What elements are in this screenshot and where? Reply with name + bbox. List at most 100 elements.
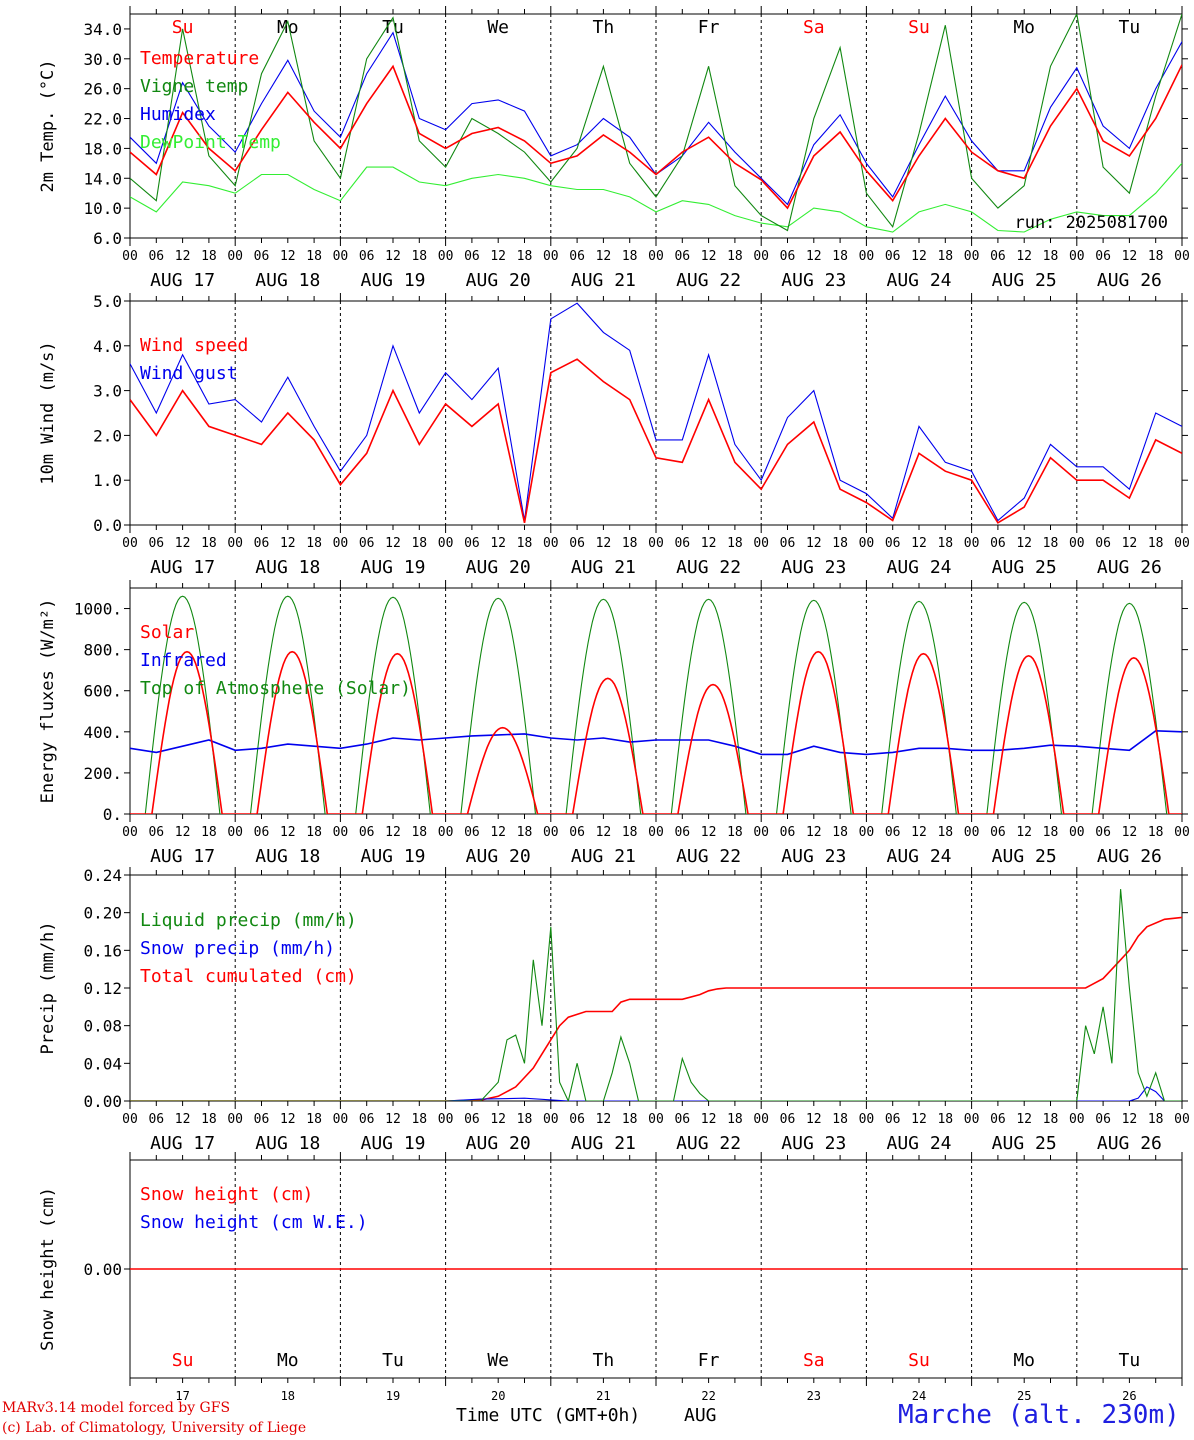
hour-tick-label: 06 <box>990 536 1006 551</box>
hour-tick-label: 06 <box>569 249 585 264</box>
series-line-1 <box>130 358 1182 524</box>
hour-tick-label: 12 <box>1016 536 1032 551</box>
hour-tick-label: 06 <box>254 825 270 840</box>
hour-tick-label: 06 <box>885 825 901 840</box>
hour-tick-label: 06 <box>148 536 164 551</box>
series-line-1 <box>130 889 1182 1101</box>
date-label: AUG 21 <box>571 270 636 291</box>
date-label: AUG 19 <box>360 557 425 578</box>
date-label: AUG 18 <box>255 557 320 578</box>
day-number-label: 25 <box>1017 1389 1031 1403</box>
hour-tick-label: 12 <box>911 249 927 264</box>
date-label: AUG 23 <box>781 1133 846 1154</box>
hour-tick-label: 12 <box>1016 249 1032 264</box>
hour-tick-label: 00 <box>648 1112 664 1127</box>
y-axis-title: 2m Temp. (°C) <box>38 59 58 192</box>
series-line-2 <box>130 302 1182 522</box>
hour-tick-label: 00 <box>333 825 349 840</box>
hour-tick-label: 12 <box>1122 249 1138 264</box>
credit-line-2: (c) Lab. of Climatology, University of L… <box>2 1420 307 1436</box>
solar-legend: Solar <box>140 622 194 643</box>
hour-tick-label: 06 <box>359 536 375 551</box>
date-label: AUG 18 <box>255 1133 320 1154</box>
hour-tick-label: 06 <box>990 1112 1006 1127</box>
snow-height-legend: Snow height (cm) <box>140 1184 313 1205</box>
weekday-label: Tu <box>1119 17 1141 38</box>
date-label: AUG 21 <box>571 1133 636 1154</box>
hour-tick-label: 12 <box>1122 536 1138 551</box>
hour-tick-label: 00 <box>1174 825 1190 840</box>
hour-tick-label: 12 <box>385 536 401 551</box>
date-label: AUG 26 <box>1097 846 1162 867</box>
date-label: AUG 26 <box>1097 270 1162 291</box>
hour-tick-label: 18 <box>201 1112 217 1127</box>
hour-tick-label: 00 <box>438 249 454 264</box>
series-group <box>130 889 1182 1101</box>
hour-tick-label: 12 <box>806 1112 822 1127</box>
hour-tick-label: 18 <box>306 1112 322 1127</box>
day-number-label: 17 <box>175 1389 189 1403</box>
hour-tick-label: 12 <box>806 536 822 551</box>
hour-tick-label: 06 <box>990 249 1006 264</box>
date-label: AUG 25 <box>992 270 1057 291</box>
weekday-label: Sa <box>803 17 825 38</box>
hour-tick-label: 18 <box>937 249 953 264</box>
hour-tick-label: 18 <box>727 249 743 264</box>
hour-tick-label: 12 <box>596 249 612 264</box>
hour-tick-label: 06 <box>885 249 901 264</box>
hour-tick-label: 18 <box>937 536 953 551</box>
weekday-label: Su <box>908 1350 930 1371</box>
hour-tick-label: 06 <box>885 1112 901 1127</box>
weekday-label: We <box>487 1350 509 1371</box>
hour-tick-label: 18 <box>201 249 217 264</box>
weekday-label: Mo <box>1013 1350 1035 1371</box>
dewpoint-legend: DewPoint Temp <box>140 132 281 153</box>
y-tick-label: 0.00 <box>83 1260 122 1279</box>
day-number-label: 24 <box>912 1389 926 1403</box>
hour-tick-label: 06 <box>674 536 690 551</box>
hour-tick-label: 12 <box>280 825 296 840</box>
hour-tick-label: 18 <box>306 825 322 840</box>
day-number-label: 26 <box>1122 1389 1136 1403</box>
hour-tick-label: 18 <box>306 249 322 264</box>
hour-tick-label: 06 <box>148 825 164 840</box>
hour-tick-label: 06 <box>254 536 270 551</box>
hour-tick-label: 12 <box>701 536 717 551</box>
series-group <box>130 14 1182 233</box>
hour-tick-label: 12 <box>175 825 191 840</box>
date-label: AUG 24 <box>886 270 951 291</box>
hour-tick-label: 06 <box>1095 536 1111 551</box>
weekday-label: Fr <box>698 17 720 38</box>
hour-tick-label: 00 <box>543 249 559 264</box>
hour-tick-label: 18 <box>832 1112 848 1127</box>
series-group <box>130 302 1182 524</box>
hour-tick-label: 18 <box>411 1112 427 1127</box>
station-label: Marche (alt. 230m) <box>898 1400 1180 1430</box>
date-label: AUG 21 <box>571 846 636 867</box>
day-number-label: 20 <box>491 1389 505 1403</box>
hour-tick-label: 18 <box>832 249 848 264</box>
hour-tick-label: 00 <box>543 825 559 840</box>
date-label: AUG 18 <box>255 846 320 867</box>
hour-tick-label: 12 <box>385 825 401 840</box>
y-tick-label: 0.08 <box>83 1017 122 1036</box>
hour-tick-label: 00 <box>543 536 559 551</box>
hour-tick-label: 18 <box>937 1112 953 1127</box>
hour-tick-label: 06 <box>780 249 796 264</box>
y-tick-label: 0. <box>103 805 122 824</box>
hour-tick-label: 18 <box>1148 1112 1164 1127</box>
x-axis-title: Time UTC (GMT+0h) <box>456 1405 641 1426</box>
hour-tick-label: 12 <box>490 825 506 840</box>
hour-tick-label: 12 <box>490 249 506 264</box>
day-number-label: 18 <box>281 1389 295 1403</box>
series-line-2 <box>130 729 1182 756</box>
y-tick-label: 1.0 <box>93 471 122 490</box>
date-label: AUG 22 <box>676 1133 741 1154</box>
hour-tick-label: 00 <box>227 825 243 840</box>
hour-tick-label: 06 <box>780 536 796 551</box>
humidex-legend: Humidex <box>140 104 216 125</box>
hour-tick-label: 12 <box>175 1112 191 1127</box>
hour-tick-label: 06 <box>990 825 1006 840</box>
hour-tick-label: 06 <box>1095 249 1111 264</box>
hour-tick-label: 18 <box>1043 1112 1059 1127</box>
